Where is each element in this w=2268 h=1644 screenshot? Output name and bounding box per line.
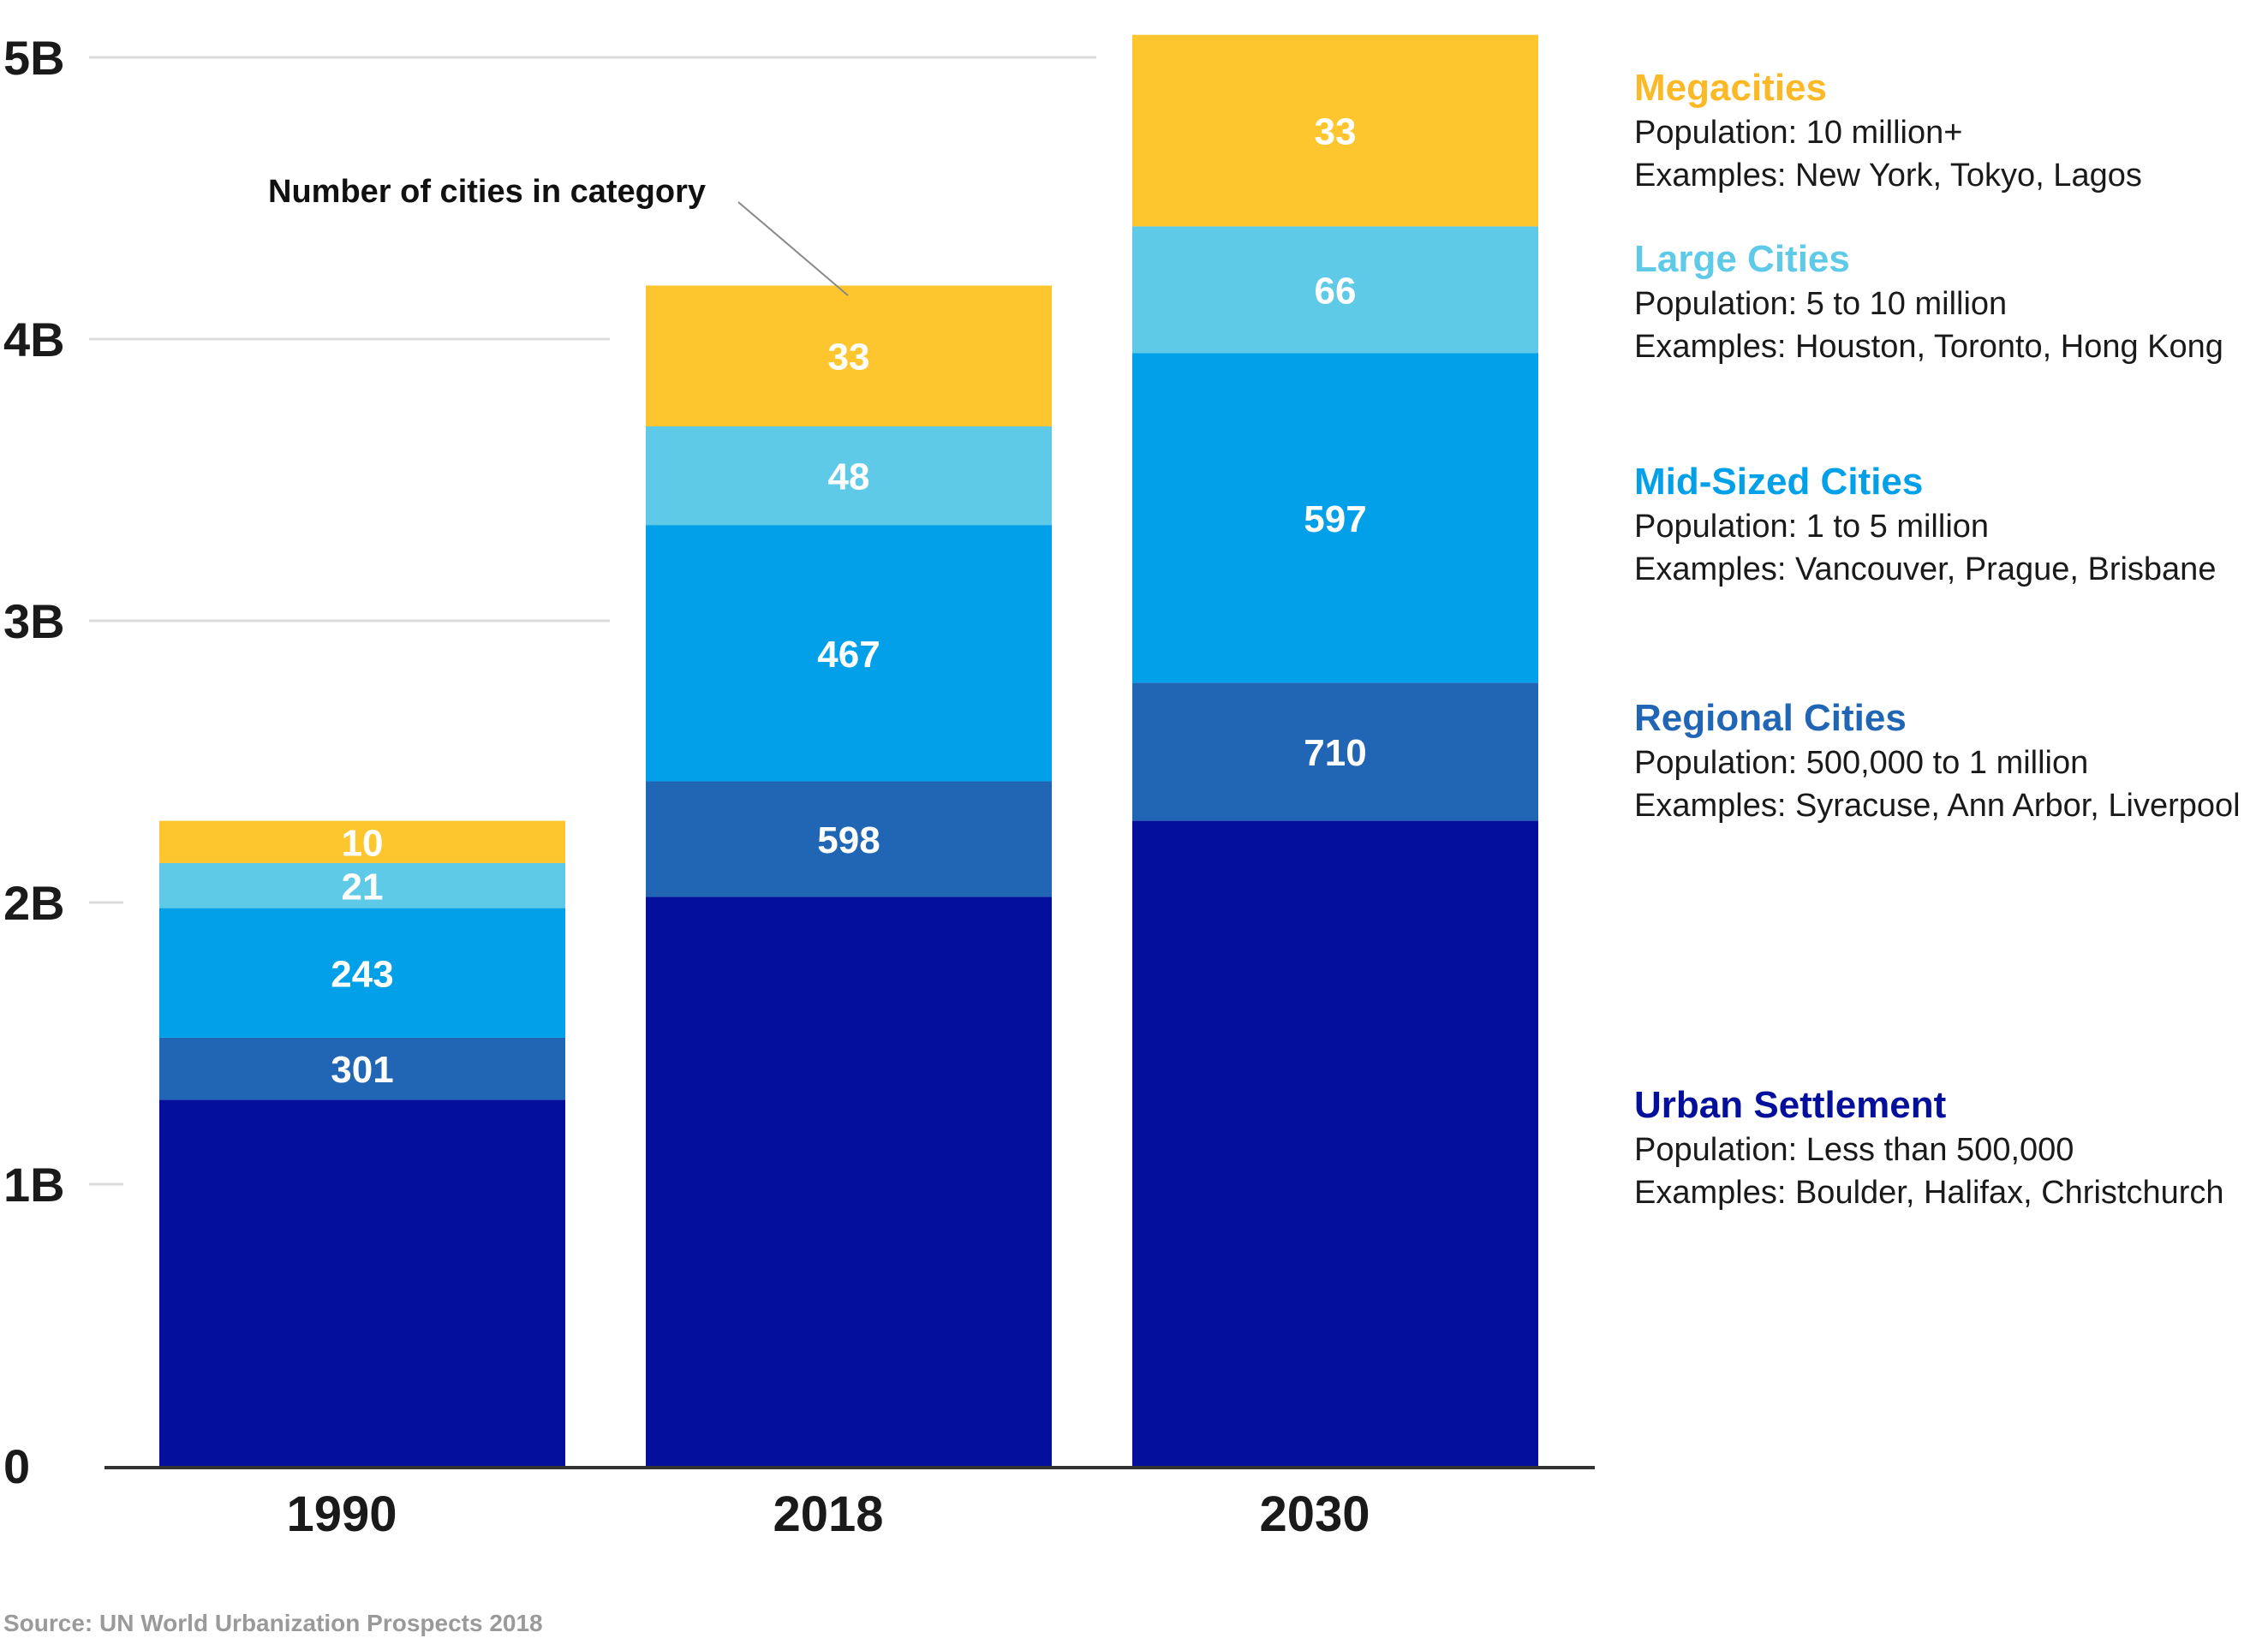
y-tick-label: 0 bbox=[3, 1439, 30, 1493]
legend-examples: Examples: Houston, Toronto, Hong Kong bbox=[1634, 329, 2223, 365]
bar-2018-megacities bbox=[646, 285, 1052, 426]
legend-item-urban-settlement: Urban Settlement Population: Less than 50… bbox=[1634, 1082, 2224, 1214]
legend-title: Mid-Sized Cities bbox=[1634, 461, 1924, 503]
legend-examples: Examples: Vancouver, Prague, Brisbane bbox=[1634, 551, 2217, 587]
x-tick-label: 2018 bbox=[773, 1486, 883, 1542]
bar-data-label: 33 bbox=[1315, 111, 1357, 153]
y-axis-ticks: 0 1B 2B 3B 4B 5B bbox=[3, 31, 65, 1493]
bar-data-label: 467 bbox=[817, 634, 880, 676]
legend-population: Population: 5 to 10 million bbox=[1634, 286, 2008, 322]
bar-2018-urban-settlement bbox=[646, 896, 1052, 1466]
annotation-text: Number of cities in category bbox=[268, 174, 706, 210]
bar-1990-large-cities bbox=[159, 862, 565, 908]
bar-data-label: 21 bbox=[342, 866, 384, 908]
bar-data-label: 66 bbox=[1315, 270, 1357, 312]
y-tick-label: 5B bbox=[3, 31, 65, 85]
annotation-leader-line bbox=[737, 201, 849, 296]
legend-item-large-cities: Large Cities Population: 5 to 10 million E… bbox=[1634, 236, 2223, 368]
bar-data-label: 710 bbox=[1304, 732, 1366, 774]
bar-data-label: 597 bbox=[1304, 498, 1366, 540]
legend-examples: Examples: Syracuse, Ann Arbor, Liverpool bbox=[1634, 788, 2241, 824]
legend-population: Population: 10 million+ bbox=[1634, 115, 1963, 151]
legend-population: Population: 1 to 5 million bbox=[1634, 509, 1990, 545]
legend-title: Large Cities bbox=[1634, 238, 1850, 280]
x-tick-label: 1990 bbox=[286, 1486, 397, 1542]
legend-title: Megacities bbox=[1634, 67, 1827, 109]
bar-2030-urban-settlement bbox=[1132, 820, 1538, 1466]
legend-item-megacities: Megacities Population: 10 million+ Example… bbox=[1634, 65, 2142, 197]
x-tick-label: 2030 bbox=[1259, 1486, 1370, 1542]
bar-2018-large-cities bbox=[646, 426, 1052, 526]
legend-population: Population: 500,000 to 1 million bbox=[1634, 745, 2089, 781]
x-axis-ticks: 1990 2018 2030 bbox=[286, 1486, 1370, 1542]
bar-1990-urban-settlement bbox=[159, 1099, 565, 1466]
bar-data-label: 598 bbox=[817, 819, 880, 861]
y-tick-label: 4B bbox=[3, 313, 65, 366]
bar-1990-regional-cities bbox=[159, 1037, 565, 1100]
bar-2018-mid-sized-cities bbox=[646, 525, 1052, 782]
bar-2030-regional-cities bbox=[1132, 682, 1538, 821]
bar-data-label: 301 bbox=[331, 1049, 393, 1091]
y-tick-label: 3B bbox=[3, 594, 65, 648]
bar-2030-mid-sized-cities bbox=[1132, 353, 1538, 683]
y-tick-label: 1B bbox=[3, 1158, 65, 1212]
y-tick-label: 2B bbox=[3, 876, 65, 930]
annotation: Number of cities in category bbox=[268, 174, 849, 296]
legend-title: Regional Cities bbox=[1634, 697, 1907, 739]
source-note: Source: UN World Urbanization Prospects … bbox=[3, 1610, 543, 1636]
grid-lines bbox=[89, 56, 1096, 1186]
legend-population: Population: Less than 500,000 bbox=[1634, 1132, 2074, 1168]
legend-title: Urban Settlement bbox=[1634, 1084, 1947, 1126]
bar-data-label: 48 bbox=[828, 456, 870, 498]
bar-data-label: 10 bbox=[342, 822, 384, 864]
bar-2018-regional-cities bbox=[646, 781, 1052, 897]
bar-data-label: 33 bbox=[828, 337, 870, 378]
bar-1990-megacities bbox=[159, 820, 565, 863]
legend-item-mid-sized-cities: Mid-Sized Cities Population: 1 to 5 milli… bbox=[1634, 459, 2216, 591]
bar-data-label: 243 bbox=[331, 953, 393, 995]
bar-2030-large-cities bbox=[1132, 226, 1538, 354]
legend-examples: Examples: New York, Tokyo, Lagos bbox=[1634, 158, 2142, 194]
bar-2030-megacities bbox=[1132, 34, 1538, 227]
legend-item-regional-cities: Regional Cities Population: 500,000 to 1 … bbox=[1634, 695, 2241, 827]
bar-1990-mid-sized-cities bbox=[159, 908, 565, 1038]
legend-examples: Examples: Boulder, Halifax, Christchurch bbox=[1634, 1175, 2224, 1211]
